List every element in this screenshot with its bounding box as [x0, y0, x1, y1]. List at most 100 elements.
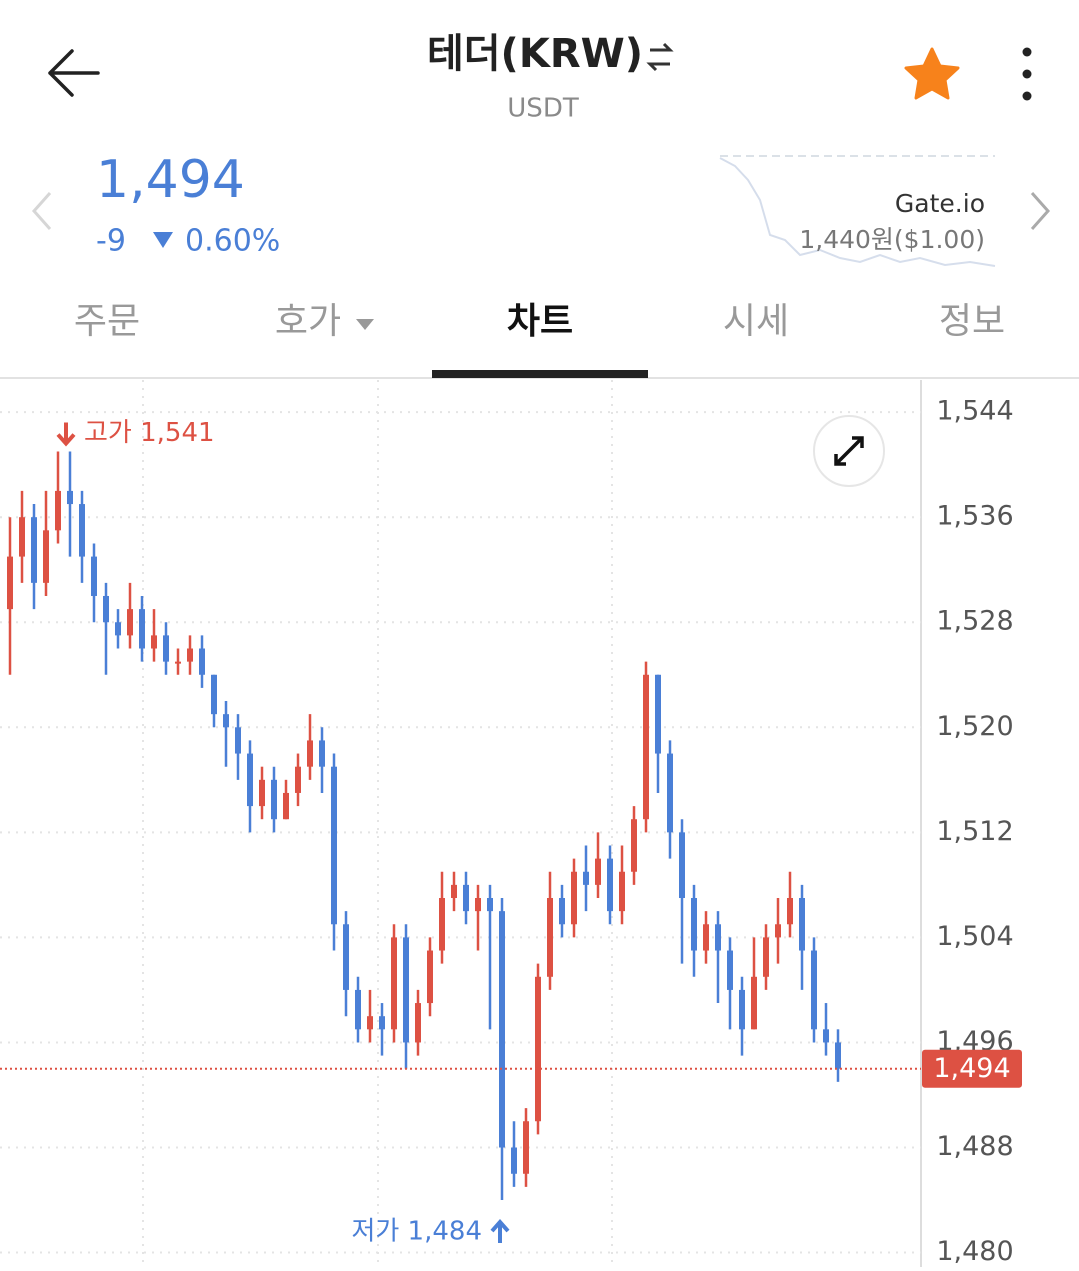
- y-tick-label: 1,536: [936, 501, 1013, 532]
- candle-body: [319, 740, 325, 767]
- high-annotation: 고가 1,541: [84, 418, 215, 448]
- candle-body: [55, 490, 61, 531]
- back-button[interactable]: [48, 49, 100, 97]
- candle-body: [43, 530, 49, 583]
- candle-body: [643, 674, 649, 820]
- candle-body: [175, 661, 181, 664]
- candle-body: [223, 714, 229, 728]
- price-change: -9: [96, 224, 126, 259]
- y-tick-label: 1,528: [936, 606, 1013, 637]
- candle-body: [487, 898, 493, 912]
- candle-body: [463, 884, 469, 912]
- candle-body: [163, 635, 169, 662]
- candle-body: [559, 898, 565, 925]
- candle-body: [271, 779, 277, 820]
- y-tick-label: 1,504: [936, 921, 1013, 952]
- subtitle: USDT: [507, 94, 579, 124]
- candle-body: [595, 858, 601, 885]
- candle-body: [415, 1003, 421, 1043]
- candle-body: [799, 898, 805, 951]
- candle-body: [331, 766, 337, 925]
- tab[interactable]: 호가: [275, 301, 341, 342]
- more-menu[interactable]: [1022, 47, 1032, 101]
- y-tick-label: 1,520: [936, 711, 1013, 742]
- candle-body: [367, 1016, 373, 1030]
- y-tick-label: 1,480: [936, 1236, 1013, 1267]
- candle-body: [139, 609, 145, 649]
- expand-button[interactable]: [813, 415, 885, 487]
- next-arrow[interactable]: [1030, 192, 1051, 230]
- candle-body: [379, 1016, 385, 1030]
- candle-body: [607, 858, 613, 912]
- candle-body: [751, 976, 757, 1030]
- candle-body: [535, 976, 541, 1122]
- candle-body: [187, 648, 193, 662]
- candle-body: [787, 898, 793, 925]
- candle-body: [775, 924, 781, 938]
- candle-body: [295, 766, 301, 793]
- candle-body: [199, 648, 205, 675]
- candle-body: [307, 740, 313, 767]
- price-change-pct: 0.60%: [185, 224, 280, 259]
- candle-body: [715, 924, 721, 951]
- candle-body: [235, 727, 241, 754]
- candle-body: [547, 898, 553, 977]
- candle-body: [835, 1042, 841, 1069]
- candle-body: [451, 884, 457, 899]
- candle-body: [619, 871, 625, 912]
- low-annotation: 저가 1,484: [351, 1217, 482, 1247]
- candle-body: [67, 490, 73, 505]
- y-tick-label: 1,544: [936, 396, 1013, 427]
- candle-body: [283, 792, 289, 820]
- candle-body: [151, 635, 157, 649]
- candle-body: [679, 832, 685, 899]
- candle-body: [631, 819, 637, 872]
- exchange-name: Gate.io: [895, 189, 985, 218]
- title: 테더(KRW): [427, 31, 643, 77]
- favorite-star[interactable]: [904, 47, 960, 100]
- exchange-price: 1,440원($1.00): [799, 225, 985, 254]
- candle-body: [343, 924, 349, 990]
- price: 1,494: [96, 150, 245, 210]
- last-price-label: 1,494: [933, 1053, 1010, 1084]
- candle-body: [31, 517, 37, 583]
- candle-body: [127, 609, 133, 636]
- tab[interactable]: 시세: [723, 301, 789, 342]
- y-tick-label: 1,512: [936, 816, 1013, 847]
- candle-body: [391, 937, 397, 1030]
- candle-body: [739, 989, 745, 1030]
- candle-body: [763, 937, 769, 977]
- prev-arrow[interactable]: [31, 192, 52, 230]
- candle-body: [811, 950, 817, 1030]
- candle-body: [355, 989, 361, 1030]
- candle-body: [427, 950, 433, 1004]
- swap-icon[interactable]: [646, 42, 674, 72]
- candle-body: [79, 504, 85, 557]
- high-arrow: [56, 422, 76, 447]
- y-tick-label: 1,488: [936, 1131, 1013, 1162]
- tab[interactable]: 주문: [74, 301, 140, 342]
- candle-body: [115, 622, 121, 636]
- tab[interactable]: 정보: [939, 301, 1005, 342]
- candle-body: [727, 950, 733, 990]
- candle-body: [403, 937, 409, 1043]
- low-arrow: [490, 1219, 510, 1244]
- candle-body: [667, 753, 673, 833]
- tab-active[interactable]: 차트: [507, 301, 573, 342]
- candle-body: [691, 898, 697, 951]
- candle-body: [571, 871, 577, 925]
- tab-underline: [432, 370, 648, 378]
- candle-body: [259, 779, 265, 807]
- candle-body: [103, 595, 109, 623]
- candle-body: [523, 1121, 529, 1174]
- candle-body: [655, 674, 661, 754]
- sparkline: [719, 155, 996, 267]
- candle-body: [439, 898, 445, 951]
- candle-body: [823, 1029, 829, 1043]
- last-price-tag: [922, 1049, 1022, 1088]
- candle-body: [511, 1147, 517, 1174]
- dropdown-icon[interactable]: [356, 319, 374, 330]
- v-grid: [142, 380, 613, 1267]
